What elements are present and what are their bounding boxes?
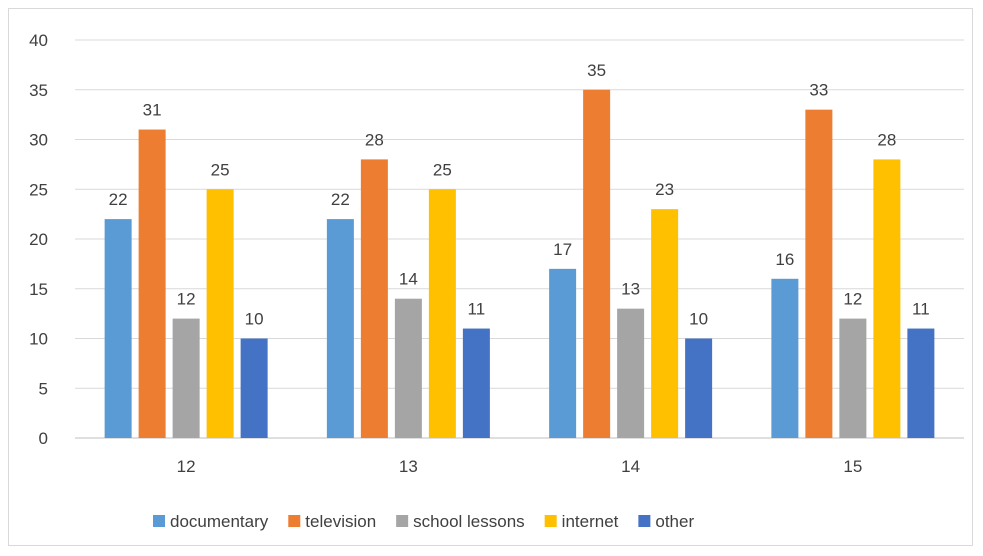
y-tick-label: 5 [39,379,48,398]
y-tick-label: 0 [39,429,48,448]
x-tick-label: 15 [843,457,862,476]
bar-school-lessons-13 [394,298,422,438]
data-label: 22 [331,190,350,209]
data-label: 28 [365,130,384,149]
x-tick-label: 12 [177,457,196,476]
x-tick-label: 13 [399,457,418,476]
bar-documentary-12 [104,219,132,438]
bar-television-13 [360,159,388,438]
bar-television-14 [583,89,611,438]
data-label: 12 [843,290,862,309]
bar-documentary-14 [549,268,577,438]
legend-swatch-internet [544,515,557,527]
legend: documentary television school lessons inter… [153,512,694,531]
data-label: 35 [587,61,606,80]
legend-label: other [655,512,694,531]
data-labels: 22 31 12 25 10 22 28 14 25 11 17 35 13 23 10 16 33 12 28 11 [109,61,930,329]
bar-television-12 [138,129,166,439]
legend-swatch-other [638,515,651,527]
bar-internet-15 [873,159,901,438]
y-tick-label: 25 [29,180,48,199]
bar-internet-12 [206,189,234,438]
x-axis-ticks: 12 13 14 15 [177,457,863,476]
bar-other-12 [240,338,268,438]
bar-school-lessons-15 [839,318,867,438]
x-tick-label: 14 [621,457,640,476]
legend-label: school lessons [413,512,525,531]
data-label: 23 [655,180,674,199]
data-label: 14 [399,270,418,289]
data-label: 22 [109,190,128,209]
data-label: 25 [211,160,230,179]
data-label: 10 [689,310,708,329]
y-tick-label: 15 [29,280,48,299]
data-label: 11 [468,300,486,319]
legend-label: documentary [170,512,269,531]
data-label: 10 [245,310,264,329]
bar-school-lessons-12 [172,318,200,438]
data-label: 11 [912,300,930,319]
data-label: 28 [877,130,896,149]
bar-internet-14 [651,209,679,438]
legend-swatch-documentary [153,515,165,527]
bar-school-lessons-14 [617,308,645,438]
legend-swatch-school-lessons [396,515,409,527]
legend-label: television [305,512,376,531]
bar-internet-13 [428,189,456,438]
data-label: 25 [433,160,452,179]
legend-swatch-television [288,515,301,527]
y-tick-label: 35 [29,81,48,100]
y-tick-label: 20 [29,230,48,249]
data-label: 31 [143,101,162,120]
bar-other-15 [907,328,935,438]
data-label: 13 [621,280,640,299]
bar-other-13 [462,328,490,438]
bar-television-15 [805,109,833,439]
data-label: 17 [553,240,572,259]
data-label: 33 [809,81,828,100]
bars [104,89,935,439]
y-axis-ticks: 0 5 10 15 20 25 30 35 40 [29,31,48,448]
y-tick-label: 10 [29,330,48,349]
y-tick-label: 30 [29,131,48,150]
bar-documentary-15 [771,278,799,438]
bar-other-14 [685,338,713,438]
legend-label: internet [562,512,619,531]
data-label: 12 [177,290,196,309]
y-tick-label: 40 [29,31,48,50]
bar-documentary-13 [326,219,354,438]
data-label: 16 [775,250,794,269]
